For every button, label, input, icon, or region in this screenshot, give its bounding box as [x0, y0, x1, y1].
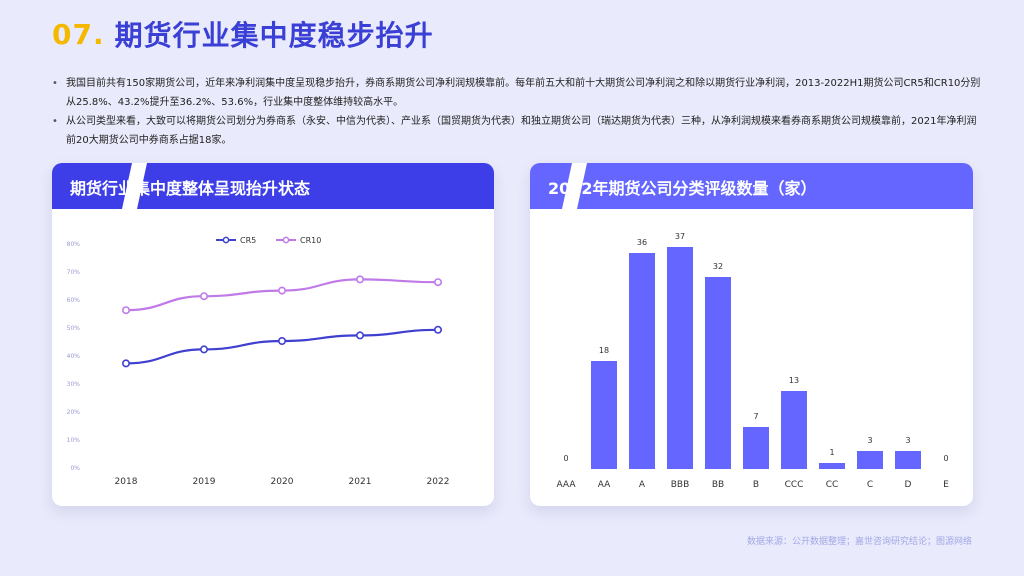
card-header: 2022年期货公司分类评级数量（家） [530, 163, 973, 209]
legend-label-cr5: CR5 [240, 236, 256, 245]
series-line-cr10 [125, 278, 439, 312]
bar-value-label: 0 [563, 454, 568, 463]
legend-marker-cr10 [282, 236, 290, 244]
category-label: A [639, 480, 646, 490]
card-title: 期货行业集中度整体呈现抬升状态 [70, 179, 311, 198]
bar-b [743, 427, 769, 469]
y-tick-label: 40% [67, 353, 81, 360]
page-title: 07. 期货行业集中度稳步抬升 [52, 14, 434, 54]
y-tick-label: 70% [67, 269, 81, 276]
bar-value-label: 7 [753, 412, 758, 421]
header-slash-decoration [562, 163, 587, 209]
legend-marker-cr5 [222, 236, 230, 244]
bar-ccc [781, 391, 807, 469]
bar-value-label: 13 [789, 376, 799, 385]
data-point-cr5 [278, 337, 287, 346]
series-line-cr5 [125, 328, 439, 365]
page-number: 07. [52, 17, 105, 51]
data-point-cr10 [278, 286, 287, 295]
x-tick-label: 2019 [193, 477, 216, 487]
data-point-cr10 [200, 292, 209, 301]
bar-a [629, 253, 655, 469]
category-label: D [905, 480, 912, 490]
data-point-cr5 [122, 359, 131, 368]
page-title-text: 期货行业集中度稳步抬升 [114, 19, 434, 52]
header-band [530, 163, 973, 209]
card-header-shape [530, 163, 973, 209]
bar-aa [591, 361, 617, 469]
bullet-item: 我国目前共有150家期货公司，近年来净利润集中度呈现稳步抬升，券商系期货公司净利… [52, 74, 982, 112]
bar-bbb [667, 247, 693, 469]
data-point-cr10 [355, 275, 364, 284]
card-header-shape [52, 163, 494, 209]
y-tick-label: 0% [70, 465, 80, 472]
card-title: 2022年期货公司分类评级数量（家） [548, 179, 817, 198]
header-slash-decoration [122, 163, 147, 209]
bar-value-label: 36 [637, 238, 647, 247]
data-point-cr5 [355, 331, 364, 340]
bar-value-label: 18 [599, 346, 609, 355]
x-tick-label: 2018 [115, 477, 138, 487]
bar-value-label: 0 [943, 454, 948, 463]
data-source-note: 数据来源：公开数据整理；嘉世咨询研究结论；图源网络 [746, 537, 972, 547]
y-tick-label: 60% [67, 297, 81, 304]
category-label: BB [712, 480, 724, 490]
x-tick-label: 2022 [427, 477, 450, 487]
category-label: AAA [557, 480, 577, 490]
y-tick-label: 30% [67, 381, 81, 388]
bar-c [857, 451, 883, 469]
bar-value-label: 3 [867, 436, 872, 445]
data-point-cr5 [433, 325, 442, 334]
data-point-cr10 [433, 278, 442, 287]
data-point-cr10 [122, 306, 131, 315]
legend-label-cr10: CR10 [300, 236, 321, 245]
bar-value-label: 1 [829, 448, 834, 457]
y-tick-label: 50% [67, 325, 81, 332]
header-band [52, 163, 494, 209]
category-label: CC [826, 480, 839, 490]
x-tick-label: 2021 [349, 477, 372, 487]
card-header: 期货行业集中度整体呈现抬升状态 [52, 163, 494, 209]
y-tick-label: 20% [67, 409, 81, 416]
category-label: B [753, 480, 759, 490]
category-label: C [867, 480, 873, 490]
category-label: CCC [785, 480, 804, 490]
bar-chart: 0 AAA 18 AA 36 A 37 BBB 32 BB 7 B 13 CCC 1 CC 3 C 3 D 0 E [557, 232, 950, 490]
summary-bullets: 我国目前共有150家期货公司，近年来净利润集中度呈现稳步抬升，券商系期货公司净利… [52, 74, 982, 150]
bar-bb [705, 277, 731, 469]
y-tick-label: 10% [67, 437, 81, 444]
bar-value-label: 3 [905, 436, 910, 445]
x-tick-label: 2020 [271, 477, 294, 487]
y-tick-label: 80% [67, 241, 81, 248]
line-chart: 0% 10% 20% 30% 40% 50% 60% 70% 80% 2018 2019 2020 20… [67, 236, 450, 487]
bar-cc [819, 463, 845, 469]
category-label: E [943, 480, 949, 490]
data-point-cr5 [200, 345, 209, 354]
bar-value-label: 37 [675, 232, 685, 241]
rating-chart-card: 2022年期货公司分类评级数量（家） 0 AAA 18 AA 36 A 37 BBB 32 BB 7… [530, 163, 973, 506]
category-label: BBB [671, 480, 690, 490]
bar-value-label: 32 [713, 262, 723, 271]
bullet-item: 从公司类型来看，大致可以将期货公司划分为券商系（永安、中信为代表）、产业系（国贸… [52, 112, 982, 150]
category-label: AA [598, 480, 611, 490]
concentration-chart-card: 期货行业集中度整体呈现抬升状态 0% 10% 20% 30% 40% 50% 60% 70% 8… [52, 163, 494, 506]
bar-d [895, 451, 921, 469]
